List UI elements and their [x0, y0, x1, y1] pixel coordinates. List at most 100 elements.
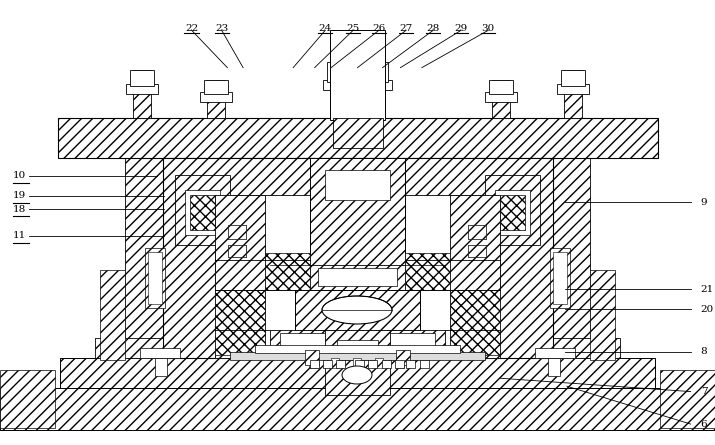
Text: 10: 10 — [13, 171, 26, 180]
Text: 29: 29 — [455, 24, 468, 33]
Bar — [420, 360, 429, 368]
Bar — [450, 195, 500, 358]
Bar — [145, 248, 165, 308]
Bar — [323, 80, 355, 90]
Bar — [155, 358, 167, 376]
Bar — [133, 70, 151, 118]
Bar — [100, 270, 125, 360]
Bar — [336, 360, 345, 368]
Text: 9: 9 — [701, 198, 707, 207]
Bar — [228, 225, 246, 239]
Bar — [395, 360, 404, 368]
Bar — [60, 358, 655, 388]
Bar — [355, 360, 364, 368]
Bar — [130, 70, 154, 86]
Bar — [368, 360, 377, 368]
Bar — [396, 358, 404, 368]
Bar — [309, 358, 317, 368]
Bar — [200, 92, 232, 102]
Bar — [215, 195, 265, 358]
Bar — [95, 338, 163, 358]
Bar — [323, 360, 332, 368]
Bar — [255, 345, 460, 353]
Bar — [468, 225, 486, 239]
Bar — [495, 190, 530, 235]
Text: 30: 30 — [482, 24, 495, 33]
Bar — [468, 245, 486, 257]
Ellipse shape — [342, 366, 372, 384]
Bar — [353, 358, 361, 368]
Bar — [553, 252, 567, 304]
Text: 28: 28 — [427, 24, 440, 33]
Text: 25: 25 — [347, 24, 360, 33]
Bar — [325, 170, 390, 200]
Text: 6: 6 — [701, 420, 707, 429]
Text: 20: 20 — [701, 305, 714, 314]
Bar — [330, 62, 348, 118]
Bar — [492, 80, 510, 118]
Bar — [0, 370, 55, 428]
Bar — [228, 225, 246, 239]
Bar — [360, 80, 392, 90]
Bar — [468, 245, 486, 257]
Bar — [125, 158, 163, 358]
Ellipse shape — [322, 296, 392, 324]
Text: 23: 23 — [215, 24, 228, 33]
Bar — [557, 84, 589, 94]
Bar — [140, 348, 180, 358]
Polygon shape — [190, 195, 215, 230]
Bar — [148, 252, 162, 304]
Bar — [590, 270, 615, 360]
Bar — [215, 195, 500, 358]
Bar — [185, 190, 220, 235]
Bar — [0, 388, 715, 430]
Text: 22: 22 — [185, 24, 198, 33]
Text: 26: 26 — [373, 24, 385, 33]
Text: 27: 27 — [400, 24, 413, 33]
Text: 18: 18 — [13, 205, 26, 214]
Bar — [485, 92, 517, 102]
Bar — [561, 70, 585, 86]
Bar — [485, 175, 540, 245]
Text: 24: 24 — [319, 24, 332, 33]
Bar — [468, 225, 486, 239]
Bar — [364, 62, 388, 82]
Bar — [330, 30, 385, 120]
Bar — [367, 62, 385, 118]
Bar — [406, 360, 415, 368]
Text: 8: 8 — [701, 347, 707, 356]
Bar — [228, 245, 246, 257]
Text: 21: 21 — [701, 285, 714, 294]
Bar — [0, 388, 715, 430]
Bar — [310, 158, 405, 358]
Bar — [295, 290, 420, 330]
Bar — [382, 360, 391, 368]
Polygon shape — [405, 253, 450, 290]
Text: 7: 7 — [701, 387, 707, 396]
Bar — [58, 118, 658, 158]
Bar — [548, 358, 560, 376]
Bar — [327, 62, 351, 82]
Bar — [175, 175, 230, 245]
Bar — [535, 348, 575, 358]
Bar — [337, 340, 378, 360]
Bar — [396, 350, 410, 365]
Bar — [375, 358, 383, 368]
Bar — [333, 118, 383, 148]
Polygon shape — [265, 253, 310, 290]
Text: 11: 11 — [13, 231, 26, 240]
Bar — [305, 350, 319, 365]
Polygon shape — [450, 290, 500, 355]
Bar — [230, 352, 485, 360]
Bar — [270, 330, 445, 358]
Bar — [325, 330, 390, 395]
Polygon shape — [215, 290, 265, 355]
Bar — [207, 80, 225, 118]
Bar — [0, 388, 715, 430]
Polygon shape — [500, 195, 525, 230]
Bar — [163, 158, 553, 358]
Bar — [126, 84, 158, 94]
Bar — [228, 245, 246, 257]
Bar — [660, 370, 715, 428]
Bar — [310, 360, 319, 368]
